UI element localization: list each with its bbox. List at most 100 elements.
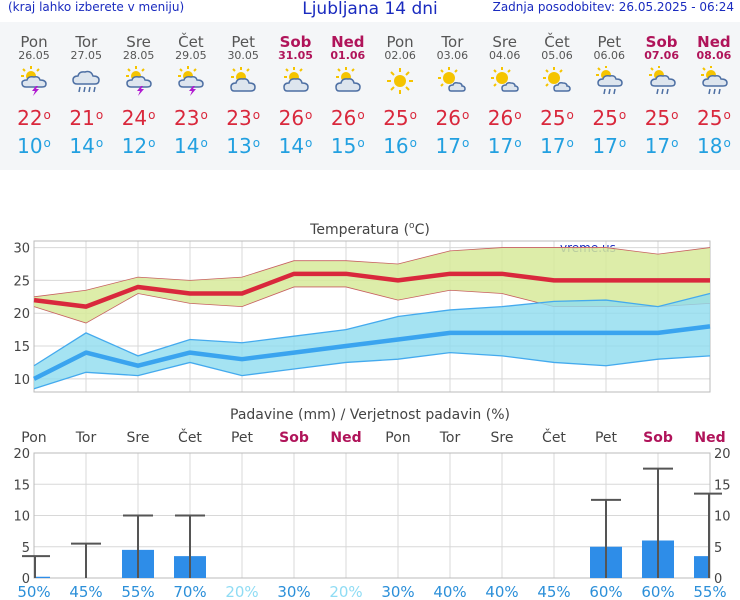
max-temperature: 25o	[592, 106, 627, 130]
day-name: Pon	[20, 33, 48, 51]
sun-small-cloud-icon	[543, 67, 571, 92]
y-tick-label-left: 10	[13, 510, 30, 525]
max-temperature: 23o	[173, 106, 208, 130]
min-temperature: 13o	[226, 134, 261, 158]
day-forecast: Ned 08.06 25o 18o	[688, 22, 740, 170]
y-tick-label-right: 20	[714, 447, 731, 462]
day-date: 02.06	[384, 49, 416, 62]
last-update-label: Zadnja posodobitev: 26.05.2025 - 06:24	[492, 0, 734, 14]
sun-cloud-lightning-icon	[177, 66, 204, 96]
precipitation-probability-label: 60%	[641, 583, 674, 600]
day-name: Tor	[441, 33, 464, 51]
max-temperature: 26o	[330, 106, 365, 130]
sun-cloud-lightning-icon	[125, 66, 152, 96]
sun-icon	[387, 68, 414, 94]
max-temperature: 23o	[226, 106, 261, 130]
precipitation-bar	[694, 556, 710, 578]
day-date: 04.06	[488, 49, 521, 62]
precipitation-probability-label: 45%	[537, 583, 570, 600]
precipitation-probability-label: 30%	[381, 583, 414, 600]
day-forecast: Tor 27.05 21o 14o	[60, 22, 112, 170]
cloud-rain-icon	[72, 70, 101, 93]
precipitation-probability-label: 55%	[693, 583, 726, 600]
day-date: 27.05	[70, 49, 103, 62]
tmin-series-line	[32, 324, 711, 381]
max-temperature: 22o	[17, 106, 51, 130]
day-date: 07.06	[644, 49, 679, 62]
max-temperature: 25o	[696, 106, 731, 130]
min-temperature: 14o	[278, 134, 313, 158]
page-header: (kraj lahko izberete v meniju) Ljubljana…	[0, 0, 740, 20]
precipitation-probability-label: 60%	[589, 583, 622, 600]
y-tick-label-right: 10	[714, 510, 731, 525]
precipitation-probability-label: 70%	[173, 583, 206, 600]
day-date: 30.05	[227, 49, 259, 62]
max-temperature: 24o	[121, 106, 156, 130]
max-temperature: 21o	[69, 106, 104, 130]
min-temperature: 14o	[173, 134, 208, 158]
day-forecast: Sob 31.05 26o 14o	[270, 22, 322, 170]
min-temperature: 10o	[17, 134, 51, 158]
day-name: Čet	[544, 33, 570, 51]
tmax-series-line	[33, 271, 710, 309]
day-name: Sre	[492, 33, 517, 51]
max-temperature: 26o	[435, 106, 470, 130]
day-date: 28.05	[122, 49, 155, 62]
forecast-strip-background	[0, 22, 740, 170]
max-temperature: 26o	[487, 106, 522, 130]
day-forecast: Čet 29.05 23o 14o	[165, 22, 217, 170]
day-forecast: Čet 05.06 25o 17o	[531, 22, 583, 170]
day-label: Sre	[127, 430, 150, 446]
y-tick-label-right: 0	[714, 572, 722, 587]
precipitation-probability-label: 30%	[277, 583, 310, 600]
day-name: Čet	[178, 33, 204, 51]
day-date: 01.06	[330, 49, 366, 62]
y-tick-label-right: 15	[714, 478, 731, 493]
day-name: Ned	[697, 33, 731, 51]
y-tick-label: 30	[13, 242, 30, 257]
day-date: 03.06	[436, 49, 469, 62]
day-date: 31.05	[278, 49, 313, 62]
range-band-edge	[33, 351, 711, 390]
range-band-edge	[33, 292, 711, 367]
precipitation-probability-label: 50%	[17, 583, 50, 600]
min-temperature: 16o	[383, 134, 417, 158]
day-forecast: Pon 26.05 22o 10o	[8, 22, 60, 170]
sun-cloud-icon	[335, 67, 361, 92]
day-name: Ned	[331, 33, 365, 51]
max-temperature: 25o	[644, 106, 679, 130]
day-name: Pet	[231, 33, 255, 51]
precipitation-chart-title: Padavine (mm) / Verjetnost padavin (%)	[230, 407, 510, 423]
max-temperature: 26o	[278, 106, 313, 130]
day-label: Tor	[439, 430, 461, 446]
day-forecast: Sre 04.06 26o 17o	[479, 22, 531, 170]
y-tick-label: 20	[13, 307, 30, 322]
day-forecast: Tor 03.06 26o 17o	[426, 22, 478, 170]
sun-cloud-lightning-icon	[21, 66, 47, 96]
min-temperature: 15o	[330, 134, 365, 158]
day-label: Pon	[21, 430, 46, 446]
precipitation-probability-label: 40%	[433, 583, 466, 600]
min-temperature: 17o	[435, 134, 470, 158]
day-forecast: Ned 01.06 26o 15o	[322, 22, 374, 170]
day-label: Sob	[643, 430, 673, 446]
day-label: Ned	[694, 430, 725, 446]
day-forecast: Pet 30.05 23o 13o	[217, 22, 269, 170]
precipitation-bar	[34, 576, 50, 578]
sun-cloud-icon	[282, 67, 309, 92]
day-forecast: Pon 02.06 25o 16o	[374, 22, 426, 170]
sun-cloud-rain-icon	[596, 66, 624, 95]
precipitation-probability-label: 20%	[329, 583, 362, 600]
min-temperature: 12o	[121, 134, 156, 158]
day-date: 05.06	[541, 49, 573, 62]
day-label: Sre	[491, 430, 514, 446]
y-tick-label-left: 15	[13, 478, 30, 493]
precipitation-probability-label: 40%	[485, 583, 518, 600]
precipitation-probability-label: 20%	[225, 583, 258, 600]
y-tick-label: 25	[13, 274, 30, 289]
location-menu-hint[interactable]: (kraj lahko izberete v meniju)	[8, 0, 185, 14]
day-label: Tor	[75, 430, 97, 446]
day-name: Sre	[126, 33, 151, 51]
min-temperature: 14o	[69, 134, 104, 158]
precipitation-probability-label: 45%	[69, 583, 102, 600]
